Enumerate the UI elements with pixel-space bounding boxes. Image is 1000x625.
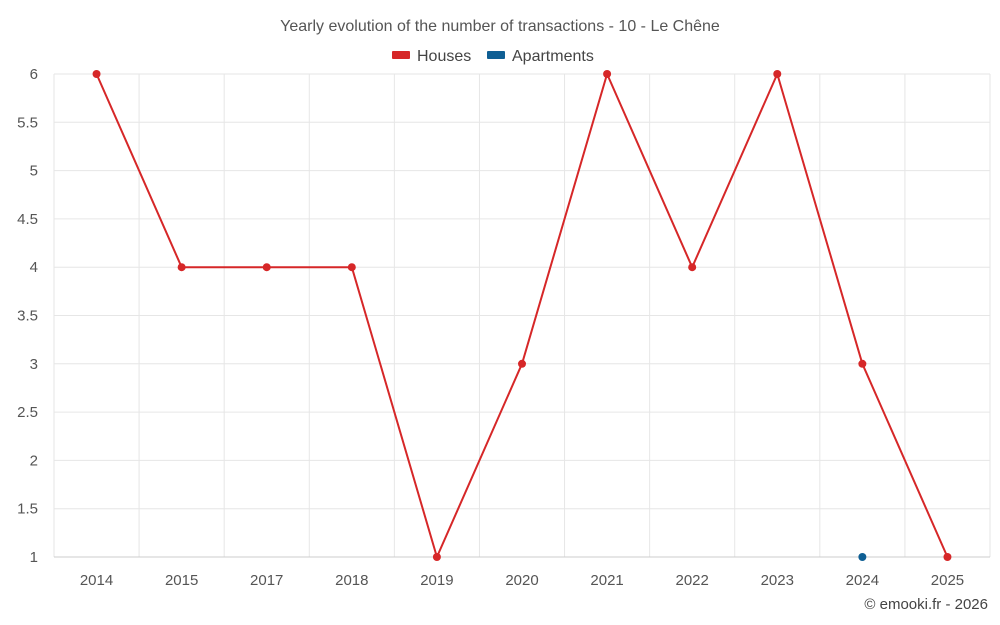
y-tick-label: 4.5 [17,211,38,228]
data-point-houses[interactable] [943,553,952,561]
x-axis: 2014 2015 2017 2018 2019 2020 2021 2022 2023 2024… [54,556,990,589]
y-tick-label: 5 [30,163,38,180]
legend-label-houses: Houses [417,48,471,65]
x-tick-label: 2014 [80,572,113,589]
legend-item-apartments[interactable]: Apartments [487,48,594,65]
data-point-houses[interactable] [603,70,612,78]
x-tick-label: 2018 [335,572,368,589]
data-point-houses[interactable] [858,359,867,368]
credit-text: © emooki.fr - 2026 [864,596,988,613]
x-tick-label: 2021 [590,572,623,589]
data-point-apartments[interactable] [858,553,867,561]
chart-title: Yearly evolution of the number of transa… [280,18,720,35]
x-tick-label: 2022 [675,572,708,589]
legend-item-houses[interactable]: Houses [392,48,471,65]
series [92,70,952,561]
y-tick-label: 5.5 [17,114,38,131]
y-tick-label: 2.5 [17,404,38,421]
x-tick-label: 2020 [505,572,538,589]
y-tick-label: 4 [30,259,38,276]
data-point-houses[interactable] [262,263,271,272]
data-point-houses[interactable] [773,70,782,78]
x-tick-label: 2023 [761,572,794,589]
y-tick-label: 2 [30,452,38,469]
y-tick-label: 3.5 [17,308,38,325]
x-tick-label: 2019 [420,572,453,589]
x-tick-label: 2015 [165,572,198,589]
data-point-houses[interactable] [518,359,526,368]
legend-label-apartments: Apartments [512,48,594,65]
data-point-houses[interactable] [688,263,697,272]
data-point-houses[interactable] [432,553,441,561]
y-tick-label: 1.5 [17,501,38,518]
x-tick-label: 2024 [846,572,879,589]
y-tick-label: 6 [30,66,38,83]
y-axis: 1 1.5 2 2.5 3 3.5 4 4.5 5 5.5 6 [17,66,38,566]
y-tick-label: 1 [30,549,38,566]
y-tick-label: 3 [30,356,38,373]
legend: Houses Apartments [392,48,594,65]
data-point-houses[interactable] [177,263,186,272]
x-tick-label: 2017 [250,572,283,589]
legend-swatch-apartments [487,51,505,59]
data-point-houses[interactable] [347,263,356,272]
x-tick-label: 2025 [931,572,964,589]
legend-swatch-houses [392,51,410,59]
series-houses [92,70,952,561]
series-apartments [858,553,867,561]
grid [53,73,991,557]
data-point-houses[interactable] [92,70,101,78]
